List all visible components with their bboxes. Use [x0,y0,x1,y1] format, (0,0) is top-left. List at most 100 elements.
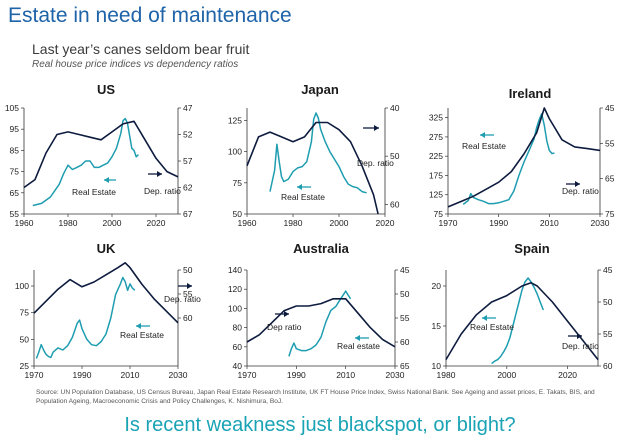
y-tick-label-right: 65 [605,174,615,184]
y-tick-label-left: 65 [10,188,20,198]
y-tick-label-left: 50 [233,209,243,219]
y-tick-label-right: 50 [400,289,410,299]
chart-australia: Australia 40 60 80 100 120 140 45 50 55 60 65 1970 19… [213,240,425,390]
arrow-head [480,132,485,138]
chart-title: UK [97,241,116,256]
y-tick-label-left: 60 [233,342,243,352]
y-tick-label-right: 50 [183,265,193,275]
y-tick-label-right: 50 [603,297,613,307]
y-tick-label-right: 55 [603,329,613,339]
chart-title: Australia [293,241,349,256]
y-tick-label-left: 75 [10,167,20,177]
series-label: Dep. ratio [144,186,181,196]
x-tick-label: 2030 [591,218,610,228]
y-tick-label-left: 85 [10,145,20,155]
subtitle: Last year’s canes seldom bear fruit [32,41,250,57]
source-line: Population Ageing, Macroeconomic Crisis … [36,397,284,405]
y-tick-label-right: 67 [183,209,193,219]
x-tick-label: 2020 [558,370,577,380]
series-label: Real Estate [470,322,514,332]
real-estate-line [269,112,367,194]
source-note: Source: UN Population Database, US Censu… [36,389,636,406]
x-tick-label: 1960 [15,218,34,228]
y-tick-label-left: 125 [429,190,443,200]
arrow-head [575,181,580,187]
y-tick-label-right: 62 [183,183,193,193]
y-tick-label-left: 55 [10,209,20,219]
y-tick-label-left: 25 [20,361,30,371]
arrow-head [355,335,360,341]
chart-spain: Spain 10 15 20 45 50 55 60 1980 2000 2020 Real Esta… [424,240,640,390]
x-tick-label: 1970 [439,218,458,228]
dep-ratio-line [23,120,179,189]
x-tick-label: 1980 [437,370,456,380]
y-tick-label-left: 40 [233,361,243,371]
x-tick-label: 1960 [238,218,257,228]
arrow-head [482,315,487,321]
y-tick-label-right: 40 [390,103,400,113]
y-tick-label-left: 80 [233,323,243,333]
series-label: Dep. ratio [164,294,201,304]
chart-uk: UK 25 50 75 100 50 55 60 1970 1990 2010 2030 Dep. ra… [0,240,212,390]
series-label: Dep. ratio [562,186,599,196]
x-tick-label: 2020 [147,218,166,228]
subsubtitle: Real house price indices vs dependency r… [32,59,239,70]
arrow-head [157,171,162,177]
x-tick-label: 1990 [489,218,508,228]
y-tick-label-left: 325 [429,113,443,123]
y-tick-label-left: 75 [20,308,30,318]
x-tick-label: 2010 [540,218,559,228]
y-tick-label-left: 175 [429,170,443,180]
y-tick-label-right: 45 [605,103,615,113]
source-line: Source: UN Population Database, US Censu… [36,389,595,396]
chart-ireland: Ireland 75 125 175 225 275 325 45 55 65 75 1970 1990… [424,80,640,240]
y-tick-label-right: 45 [400,265,410,275]
y-tick-label-right: 52 [183,130,193,140]
arrow-head [374,125,379,131]
dep-ratio-line [33,261,179,324]
x-tick-label: 2010 [336,370,355,380]
y-tick-label-right: 60 [603,361,613,371]
chart-title: Japan [301,82,339,97]
x-tick-label: 1970 [25,370,44,380]
y-tick-label-left: 20 [432,281,442,291]
y-tick-label-left: 105 [5,103,19,113]
series-label: Real estate [337,341,380,351]
y-tick-label-left: 10 [432,361,442,371]
real-estate-line [491,277,544,365]
y-tick-label-right: 65 [400,361,410,371]
real-estate-line [288,290,352,357]
y-tick-label-right: 55 [605,138,615,148]
y-tick-label-right: 47 [183,103,193,113]
x-tick-label: 1990 [73,370,92,380]
dep-ratio-line [445,281,599,361]
x-tick-label: 2010 [121,370,140,380]
x-tick-label: 1980 [284,218,303,228]
chart-title: US [97,82,115,97]
arrow-head [136,323,141,329]
dep-ratio-line [246,297,396,348]
chart-title: Ireland [509,86,552,101]
bottom-question: Is recent weakness just blackspot, or bl… [124,414,516,436]
series-label: Real Estate [281,192,325,202]
y-tick-label-left: 120 [228,284,242,294]
series-label: Dep. ratio [562,341,599,351]
y-tick-label-right: 55 [183,289,193,299]
y-tick-label-left: 15 [432,321,442,331]
x-tick-label: 2000 [497,370,516,380]
dep-ratio-line [246,121,379,215]
y-tick-label-right: 55 [400,313,410,323]
x-tick-label: 2030 [169,370,188,380]
series-label: Real Estate [72,187,116,197]
arrow-head [284,311,289,317]
x-tick-label: 2000 [103,218,122,228]
y-tick-label-left: 100 [228,147,242,157]
x-tick-label: 1970 [238,370,257,380]
y-tick-label-right: 50 [390,151,400,161]
y-tick-label-left: 125 [228,115,242,125]
chart-title: Spain [514,241,549,256]
y-tick-label-right: 60 [390,199,400,209]
y-tick-label-left: 75 [434,209,444,219]
x-tick-label: 1980 [59,218,78,228]
y-tick-label-right: 60 [400,337,410,347]
